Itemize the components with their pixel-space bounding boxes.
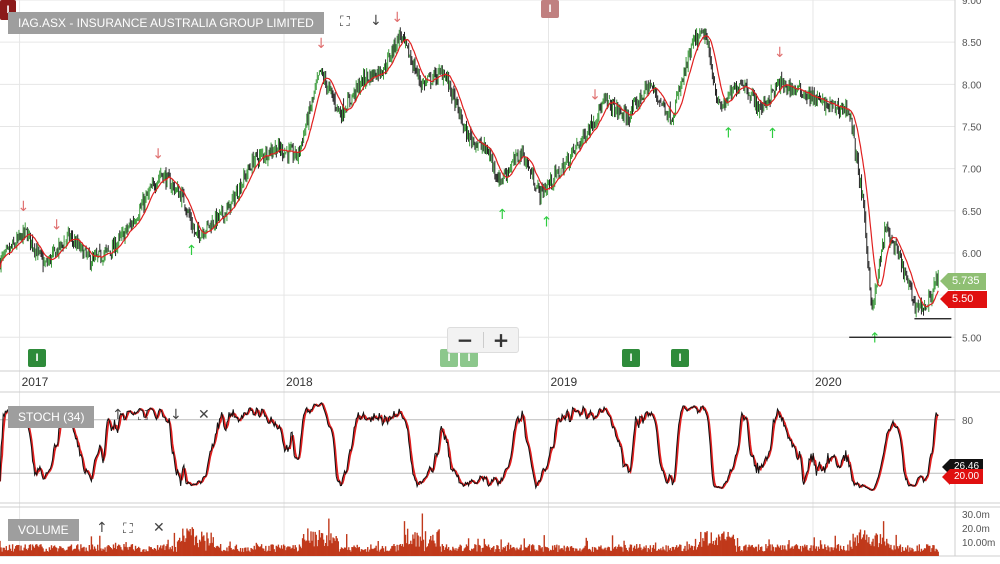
price-tick-label: 9.00	[962, 0, 982, 7]
stoch-k-line	[0, 402, 939, 491]
last-price-tag: 5.735	[948, 273, 986, 290]
up-arrow-icon[interactable]: ↑	[112, 407, 124, 423]
event-marker[interactable]: I	[460, 349, 478, 367]
price-pane-title: IAG.ASX - INSURANCE AUSTRALIA GROUP LIMI…	[8, 12, 324, 34]
sell-arrow-icon: ↓	[51, 218, 63, 234]
buy-arrow-icon: ↑	[186, 243, 198, 259]
price-tick-label: 7.00	[962, 165, 982, 176]
buy-arrow-icon: ↑	[722, 126, 734, 142]
event-marker[interactable]: I	[622, 349, 640, 367]
expand-icon[interactable]: ⛶	[123, 521, 133, 537]
price-tick-label: 6.50	[962, 207, 982, 218]
zoom-controls: − +	[447, 327, 519, 353]
sell-arrow-icon: ↓	[315, 36, 327, 52]
zoom-out-button[interactable]: −	[456, 328, 474, 352]
expand-icon[interactable]: ⛶	[138, 408, 148, 424]
price-tick-label: 7.50	[962, 122, 982, 133]
top-event-marker[interactable]: I	[541, 0, 559, 18]
price-tick-label: 6.00	[962, 249, 982, 260]
stoch-d-tag: 20.00	[950, 469, 984, 484]
up-arrow-icon[interactable]: ↑	[96, 520, 108, 536]
stoch-tick-label: 80	[962, 416, 974, 427]
sell-arrow-icon: ↓	[152, 147, 164, 163]
down-arrow-icon[interactable]: ↓	[170, 407, 182, 423]
expand-icon[interactable]: ⛶	[340, 14, 350, 30]
buy-arrow-icon: ↑	[541, 215, 553, 231]
sell-arrow-icon: ↓	[391, 10, 403, 26]
price-candles	[0, 27, 939, 318]
year-tick-label: 2019	[551, 375, 578, 389]
volume-tick-label: 20.0m	[962, 524, 990, 535]
price-tick-label: 8.00	[962, 80, 982, 91]
volume-bars	[0, 513, 939, 556]
event-marker[interactable]: I	[28, 349, 46, 367]
support-lines	[849, 318, 952, 338]
stoch-k-tag-arrow	[942, 459, 950, 475]
ma-price-tag: 5.50	[948, 291, 988, 308]
volume-tick-label: 30.0m	[962, 510, 990, 521]
stoch-pane-title: STOCH (34)	[8, 406, 95, 428]
event-marker[interactable]: I	[671, 349, 689, 367]
buy-arrow-icon: ↑	[869, 331, 881, 347]
down-arrow-icon[interactable]: ↓	[370, 13, 382, 29]
last-price-tag-arrow	[940, 273, 948, 289]
sell-arrow-icon: ↓	[17, 199, 29, 215]
close-icon[interactable]: ✕	[198, 407, 210, 423]
year-tick-label: 2020	[815, 375, 842, 389]
signal-arrows: ↓ ↓ ↓ ↓ ↓ ↓ ↓ ↑ ↑ ↑ ↑ ↑ ↑	[17, 10, 880, 346]
buy-arrow-icon: ↑	[767, 126, 779, 142]
zoom-in-button[interactable]: +	[492, 328, 510, 352]
stoch-d-tag-arrow	[942, 469, 950, 485]
axes: 5.00 5.50 6.00 6.50 7.00 7.50 8.00 8.50 9.00 2017…	[22, 0, 996, 549]
moving-average-line	[0, 35, 939, 308]
ma-price-tag-arrow	[940, 291, 948, 307]
volume-tick-label: 10.00m	[962, 538, 995, 549]
price-tick-label: 5.00	[962, 333, 982, 344]
volume-pane-title: VOLUME	[8, 519, 79, 541]
zoom-divider	[483, 332, 484, 348]
close-icon[interactable]: ✕	[153, 520, 165, 536]
sell-arrow-icon: ↓	[589, 88, 601, 104]
sell-arrow-icon: ↓	[774, 45, 786, 61]
year-tick-label: 2018	[286, 375, 313, 389]
price-tick-label: 8.50	[962, 38, 982, 49]
year-tick-label: 2017	[22, 375, 49, 389]
buy-arrow-icon: ↑	[496, 207, 508, 223]
event-marker[interactable]: I	[440, 349, 458, 367]
